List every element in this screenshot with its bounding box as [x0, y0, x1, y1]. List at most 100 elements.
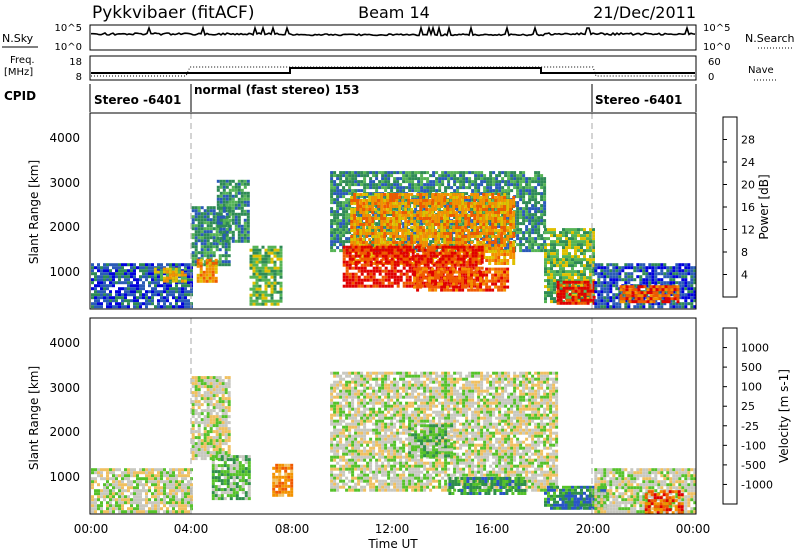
- power-cell: [479, 270, 483, 274]
- power-cell: [592, 249, 595, 253]
- power-cell: [359, 211, 363, 214]
- power-cell: [216, 212, 220, 216]
- power-cell: [345, 284, 349, 288]
- power-cell: [252, 293, 256, 297]
- power-cell: [429, 204, 433, 208]
- power-cell: [597, 263, 601, 267]
- power-cell: [377, 202, 381, 205]
- power-cell: [485, 220, 489, 223]
- power-cell: [577, 246, 580, 250]
- power-cell: [434, 232, 438, 235]
- power-cell: [489, 183, 493, 187]
- power-cell: [453, 237, 457, 241]
- power-cell: [510, 189, 514, 193]
- power-cell: [360, 195, 364, 199]
- power-cell: [449, 235, 453, 238]
- power-cell: [450, 222, 454, 226]
- power-cell: [273, 278, 277, 282]
- power-cell: [458, 232, 462, 235]
- power-cell: [474, 186, 478, 190]
- power-cell: [426, 263, 430, 267]
- power-cell: [408, 248, 412, 252]
- power-cell: [386, 202, 390, 205]
- power-cell: [386, 223, 390, 226]
- power-cell: [479, 282, 483, 286]
- power-cell: [336, 177, 340, 181]
- power-cell: [372, 228, 376, 232]
- power-cell: [405, 248, 409, 252]
- power-cell: [471, 263, 475, 267]
- power-cell: [437, 285, 441, 289]
- power-cell: [467, 244, 471, 247]
- power-cell: [419, 267, 423, 271]
- power-cell: [401, 241, 405, 244]
- power-cell: [452, 205, 456, 208]
- power-cell: [525, 225, 529, 229]
- power-cell: [452, 279, 456, 283]
- power-cell: [465, 180, 469, 184]
- power-cell: [359, 193, 363, 196]
- power-cell: [383, 205, 387, 208]
- power-cell: [444, 204, 448, 208]
- power-cell: [390, 228, 394, 232]
- power-cell: [544, 270, 547, 274]
- power-cell: [500, 282, 504, 286]
- power-cell: [482, 244, 486, 247]
- power-cell: [434, 244, 438, 247]
- power-cell: [139, 266, 142, 270]
- power-cell: [510, 180, 514, 184]
- power-cell: [429, 186, 433, 190]
- power-cell: [225, 182, 229, 186]
- power-cell: [411, 251, 415, 255]
- power-cell: [413, 229, 417, 232]
- power-cell: [118, 272, 121, 276]
- power-cell: [396, 284, 400, 288]
- power-cell: [495, 231, 499, 235]
- power-cell: [473, 244, 477, 247]
- power-cell: [434, 235, 438, 238]
- power-cell: [94, 290, 97, 294]
- power-cell: [252, 272, 256, 276]
- power-cell: [252, 275, 256, 279]
- power-cell: [423, 257, 427, 261]
- power-cell: [227, 254, 231, 258]
- power-cell: [413, 226, 417, 229]
- power-cell: [440, 223, 444, 226]
- power-cell: [565, 261, 568, 265]
- power-cell: [115, 266, 118, 270]
- power-cell: [258, 290, 262, 294]
- power-cell: [435, 171, 439, 175]
- power-cell: [476, 226, 480, 229]
- power-cell: [473, 235, 477, 238]
- power-cell: [443, 232, 447, 235]
- power-cell: [507, 183, 511, 187]
- power-cell: [422, 202, 426, 205]
- power-cell: [492, 198, 496, 202]
- power-cell: [276, 299, 280, 303]
- power-cell: [432, 174, 436, 178]
- power-cell: [500, 285, 504, 289]
- power-cell: [485, 211, 489, 214]
- power-cell: [506, 235, 510, 238]
- power-cell: [577, 295, 581, 299]
- power-cell: [224, 206, 228, 210]
- power-cell: [547, 237, 550, 241]
- power-cell: [353, 196, 357, 199]
- power-cell: [547, 249, 550, 253]
- power-cell: [586, 292, 590, 296]
- power-cell: [365, 205, 369, 208]
- power-cell: [166, 290, 169, 294]
- power-cell: [211, 270, 215, 274]
- power-cell: [452, 214, 456, 217]
- power-cell: [258, 269, 262, 273]
- power-cell: [571, 243, 574, 247]
- power-cell: [255, 302, 259, 306]
- power-cell: [446, 273, 450, 277]
- power-cell: [440, 285, 444, 289]
- power-cell: [393, 186, 397, 190]
- power-cell: [580, 301, 584, 305]
- power-cell: [583, 301, 587, 305]
- power-cell: [353, 202, 357, 205]
- power-cell: [377, 232, 381, 235]
- power-cell: [392, 232, 396, 235]
